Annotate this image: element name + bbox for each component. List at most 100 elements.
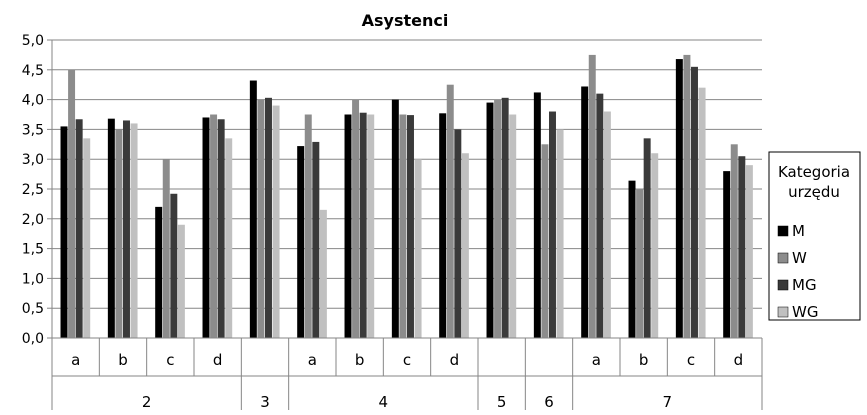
bar-m	[107, 118, 115, 338]
x-subcategory-label: a	[592, 351, 601, 369]
bar-m	[344, 114, 352, 338]
y-tick-label: 2,0	[22, 212, 44, 228]
legend-swatch-w	[777, 252, 789, 264]
y-tick-label: 3,5	[22, 122, 44, 138]
x-subcategory-label: c	[687, 351, 695, 369]
x-group-label: 5	[497, 393, 507, 411]
bar-mg	[170, 193, 178, 338]
legend-swatch-mg	[777, 279, 789, 291]
bar-mg	[359, 112, 367, 338]
x-subcategory-label: d	[450, 351, 460, 369]
y-tick-label: 1,5	[22, 242, 44, 258]
y-tick-label: 5,0	[22, 33, 44, 49]
bar-wg	[367, 114, 375, 338]
x-subcategory-label: c	[403, 351, 411, 369]
bar-w	[494, 99, 502, 338]
bar-m	[533, 92, 541, 338]
legend-swatch-m	[777, 225, 789, 237]
bar-m	[60, 126, 68, 338]
bar-wg	[698, 87, 706, 339]
bar-m	[723, 171, 731, 338]
bar-mg	[75, 119, 83, 338]
x-group-label: 4	[379, 393, 389, 411]
legend-title: urzędu	[788, 183, 840, 201]
bar-w	[446, 84, 454, 338]
x-subcategory-label: b	[118, 351, 128, 369]
bars	[60, 54, 753, 339]
bar-mg	[265, 97, 272, 338]
bar-wg	[319, 209, 327, 338]
x-subcategory-label: a	[71, 351, 80, 369]
x-group-label: 2	[142, 393, 152, 411]
bar-wg	[130, 123, 138, 338]
legend-label-m: M	[792, 222, 805, 240]
bar-w	[730, 144, 738, 338]
y-tick-label: 4,0	[22, 93, 44, 109]
y-tick-label: 4,5	[22, 63, 44, 79]
x-subcategory-label: a	[308, 351, 317, 369]
bar-w	[352, 99, 360, 338]
bar-wg	[414, 159, 422, 338]
bar-w	[541, 144, 549, 338]
bar-wg	[603, 111, 611, 339]
bar-mg	[549, 111, 556, 339]
y-tick-label: 1,0	[22, 271, 44, 287]
bar-mg	[217, 119, 225, 338]
bar-wg	[509, 114, 517, 338]
x-group-label: 7	[663, 393, 673, 411]
x-axis-categories: a b c d 2 3 a b c d 4 5 6 a b c d 7	[51, 338, 763, 411]
x-subcategory-label: b	[639, 351, 649, 369]
y-tick-label: 0,0	[22, 331, 44, 347]
bar-wg	[225, 138, 233, 338]
bar-mg	[596, 93, 604, 338]
bar-wg	[83, 138, 91, 338]
bar-w	[636, 189, 644, 338]
legend-label-mg: MG	[792, 276, 817, 294]
bar-mg	[501, 97, 509, 338]
bar-m	[628, 180, 636, 338]
bar-w	[399, 114, 407, 338]
legend-title: Kategoria	[778, 163, 850, 181]
legend-label-wg: WG	[792, 303, 818, 321]
bar-w	[162, 159, 170, 338]
bar-m	[202, 117, 210, 338]
legend: Kategoria urzędu MW MG WG	[768, 151, 861, 321]
bar-m	[391, 99, 399, 338]
bar-m	[297, 146, 305, 338]
bar-wg	[745, 165, 753, 338]
bar-mg	[691, 66, 698, 338]
y-tick-label: 2,5	[22, 182, 44, 198]
bar-m	[155, 206, 163, 338]
bar-w	[683, 54, 691, 339]
bar-wg	[651, 153, 659, 338]
bar-wg	[177, 224, 185, 338]
bar-m	[581, 86, 589, 338]
x-subcategory-label: b	[355, 351, 365, 369]
bar-mg	[123, 120, 130, 339]
bar-mg	[454, 129, 462, 338]
legend-swatch-wg	[777, 306, 789, 318]
y-tick-label: 3,0	[22, 152, 44, 168]
x-group-label: 6	[544, 393, 554, 411]
bar-w	[257, 99, 265, 338]
x-subcategory-label: d	[734, 351, 744, 369]
x-subcategory-label: c	[166, 351, 174, 369]
bar-w	[68, 69, 76, 339]
bar-m	[439, 113, 447, 338]
bar-mg	[407, 115, 414, 338]
legend-label-w: W	[792, 249, 807, 267]
bar-m	[486, 102, 494, 338]
bar-m	[675, 59, 683, 339]
bar-m	[249, 80, 257, 338]
x-group-label: 3	[260, 393, 270, 411]
x-subcategory-label: d	[213, 351, 223, 369]
bar-mg	[312, 141, 320, 338]
bar-wg	[461, 153, 469, 338]
bar-w	[588, 54, 596, 339]
y-axis-ticks: 0,0 0,5 1,0 1,5 2,0 2,5 3,0 3,5 4,0 4,5 5,0	[22, 33, 52, 347]
bar-w	[115, 129, 123, 338]
bar-w	[210, 114, 218, 338]
bar-mg	[643, 138, 651, 338]
bar-wg	[272, 105, 280, 338]
